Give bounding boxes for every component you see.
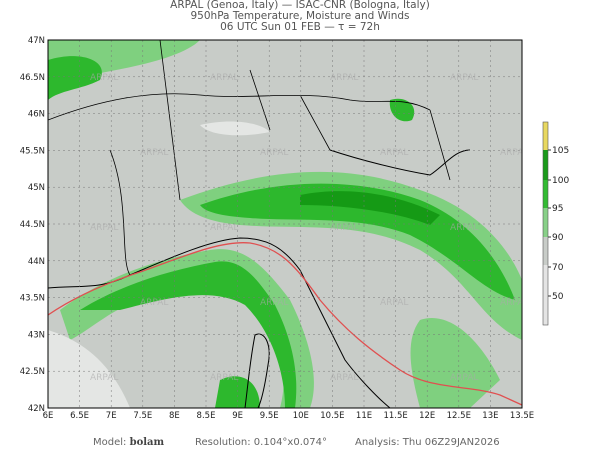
lon-label: 13.5E — [510, 411, 534, 421]
footer-resolution: Resolution: 0.104°x0.074° — [195, 437, 327, 448]
watermark-text: ARPAL — [140, 298, 168, 308]
lat-label: 45.5N — [20, 146, 45, 156]
colorbar-segment — [543, 265, 548, 325]
watermark-text: ARPAL — [330, 373, 358, 383]
lat-label: 44.5N — [20, 220, 45, 230]
watermark-text: ARPAL — [140, 148, 168, 158]
lon-label: 7E — [106, 411, 117, 421]
watermark-text: ARPAL — [450, 73, 478, 83]
isotherm — [48, 242, 522, 406]
lon-label: 13E — [482, 411, 498, 421]
moisture-area — [48, 56, 102, 100]
lat-label: 42.5N — [20, 367, 45, 377]
model-name: bolam — [129, 437, 165, 448]
watermark-text: ARPAL — [380, 148, 408, 158]
title-line-2: 950hPa Temperature, Moisture and Winds — [190, 10, 410, 22]
watermark-text: ARPAL — [90, 373, 118, 383]
lon-label: 12E — [419, 411, 435, 421]
map-field: ARPAL ARPAL ARPAL ARPAL ARPAL ARPAL ARPAL ARPAL… — [48, 40, 528, 408]
dry-area — [48, 330, 130, 408]
footer-model: Model: bolam — [93, 437, 164, 448]
title-line-1: ARPAL (Genoa, Italy) — ISAC-CNR (Bologna… — [170, 0, 430, 11]
colorbar: 105 100 95 90 70 50 — [542, 121, 569, 326]
watermark-text: ARPAL — [260, 148, 288, 158]
colorbar-frame — [542, 121, 549, 326]
moisture-area — [410, 318, 500, 408]
watermark: ARPAL ARPAL ARPAL ARPAL ARPAL ARPAL ARPAL ARPAL… — [90, 73, 528, 383]
colorbar-segment — [543, 122, 548, 150]
title-line-3: 06 UTC Sun 01 FEB — τ = 72h — [220, 21, 380, 33]
lon-label: 11.5E — [383, 411, 407, 421]
lat-label: 43.5N — [20, 294, 45, 304]
lat-label: 43N — [28, 330, 45, 340]
colorbar-segment — [543, 150, 548, 180]
lon-label: 11E — [356, 411, 372, 421]
colorbar-label: 90 — [552, 233, 564, 243]
footer-analysis: Analysis: Thu 06Z29JAN2026 — [355, 437, 500, 448]
lat-label: 46.5N — [20, 73, 45, 83]
watermark-text: ARPAL — [450, 373, 478, 383]
watermark-text: ARPAL — [380, 298, 408, 308]
lon-label: 6.5E — [70, 411, 89, 421]
lat-label: 42N — [28, 404, 45, 414]
lat-label: 46N — [28, 110, 45, 120]
moisture-area — [48, 40, 200, 90]
watermark-text: ARPAL — [210, 73, 238, 83]
map-frame — [47, 39, 523, 409]
watermark-text: ARPAL — [500, 148, 528, 158]
watermark-text: ARPAL — [260, 298, 288, 308]
watermark-text: ARPAL — [90, 223, 118, 233]
moisture-area — [215, 376, 260, 408]
coastline — [329, 149, 471, 176]
colorbar-segment — [543, 180, 548, 208]
lon-label: 9E — [232, 411, 243, 421]
moisture-area — [200, 183, 515, 300]
model-label: Model: — [93, 437, 127, 448]
colorbar-label: 95 — [552, 204, 563, 214]
lon-label: 8.5E — [197, 411, 216, 421]
colorbar-label: 100 — [552, 176, 569, 186]
watermark-text: ARPAL — [210, 223, 238, 233]
colorbar-segment — [543, 237, 548, 265]
watermark-text: ARPAL — [450, 223, 478, 233]
axis-ticks: 6E 6.5E 7E 7.5E 8E 8.5E 9E 9.5E 10E 10.5E 11E 11.5E… — [20, 36, 534, 421]
colorbar-label: 50 — [552, 292, 564, 302]
watermark-text: ARPAL — [330, 73, 358, 83]
colorbar-label: 105 — [552, 146, 569, 156]
watermark-text: ARPAL — [330, 223, 358, 233]
moisture-area — [300, 191, 440, 225]
lat-label: 44N — [28, 257, 45, 267]
lon-label: 10E — [293, 411, 309, 421]
border — [48, 40, 451, 276]
lon-label: 7.5E — [133, 411, 152, 421]
lon-label: 10.5E — [320, 411, 344, 421]
watermark-text: ARPAL — [90, 73, 118, 83]
moisture-area — [389, 98, 415, 122]
colorbar-label: 70 — [552, 263, 564, 273]
lat-label: 45N — [28, 183, 45, 193]
graticule — [48, 40, 522, 408]
lon-label: 6E — [43, 411, 54, 421]
watermark-text: ARPAL — [500, 298, 528, 308]
lon-label: 8E — [169, 411, 180, 421]
dry-area — [200, 121, 270, 136]
lon-label: 12.5E — [447, 411, 471, 421]
lon-label: 9.5E — [260, 411, 279, 421]
island-corsica — [244, 333, 270, 408]
moisture-area — [80, 261, 297, 408]
colorbar-segment — [543, 208, 548, 237]
lat-label: 47N — [28, 36, 45, 46]
watermark-text: ARPAL — [210, 373, 238, 383]
